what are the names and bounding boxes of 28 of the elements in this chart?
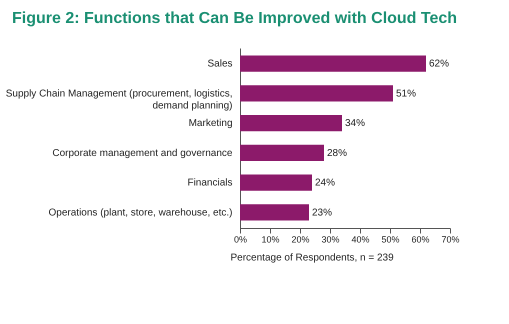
data-label: 23% (312, 207, 332, 218)
x-tick-label: 40% (351, 234, 370, 244)
x-axis-title: Percentage of Respondents, n = 239 (230, 252, 394, 264)
chart-title: Figure 2: Functions that Can Be Improved with Cloud Tech (12, 10, 458, 27)
bar (240, 55, 426, 72)
data-label: 62% (429, 58, 450, 70)
x-tick-label: 0% (234, 234, 248, 244)
x-tick-label: 50% (381, 234, 400, 244)
bar (240, 174, 312, 191)
bar (240, 144, 324, 162)
data-label: 34% (345, 118, 366, 130)
bar (240, 114, 342, 132)
x-tick-label: 20% (291, 234, 310, 244)
data-label: 28% (327, 148, 348, 159)
y-tick-label: Operations (plant, store, warehouse, etc.) (48, 207, 232, 218)
y-tick-label: Marketing (188, 118, 232, 130)
data-label: 51% (396, 88, 416, 100)
y-tick-label: Sales (207, 58, 232, 70)
y-tick-label: Financials (187, 178, 232, 189)
x-tick-label: 70% (441, 234, 460, 244)
x-tick-label: 60% (411, 234, 430, 244)
bar (240, 204, 309, 221)
x-tick-label: 10% (261, 234, 280, 244)
x-tick-label: 30% (321, 234, 340, 244)
y-tick-label: Supply Chain Management (procurement, logistics, demand planning) (6, 88, 232, 112)
y-tick-label: Corporate management and governance (52, 148, 233, 159)
bar (240, 85, 393, 102)
data-label: 24% (315, 178, 336, 189)
